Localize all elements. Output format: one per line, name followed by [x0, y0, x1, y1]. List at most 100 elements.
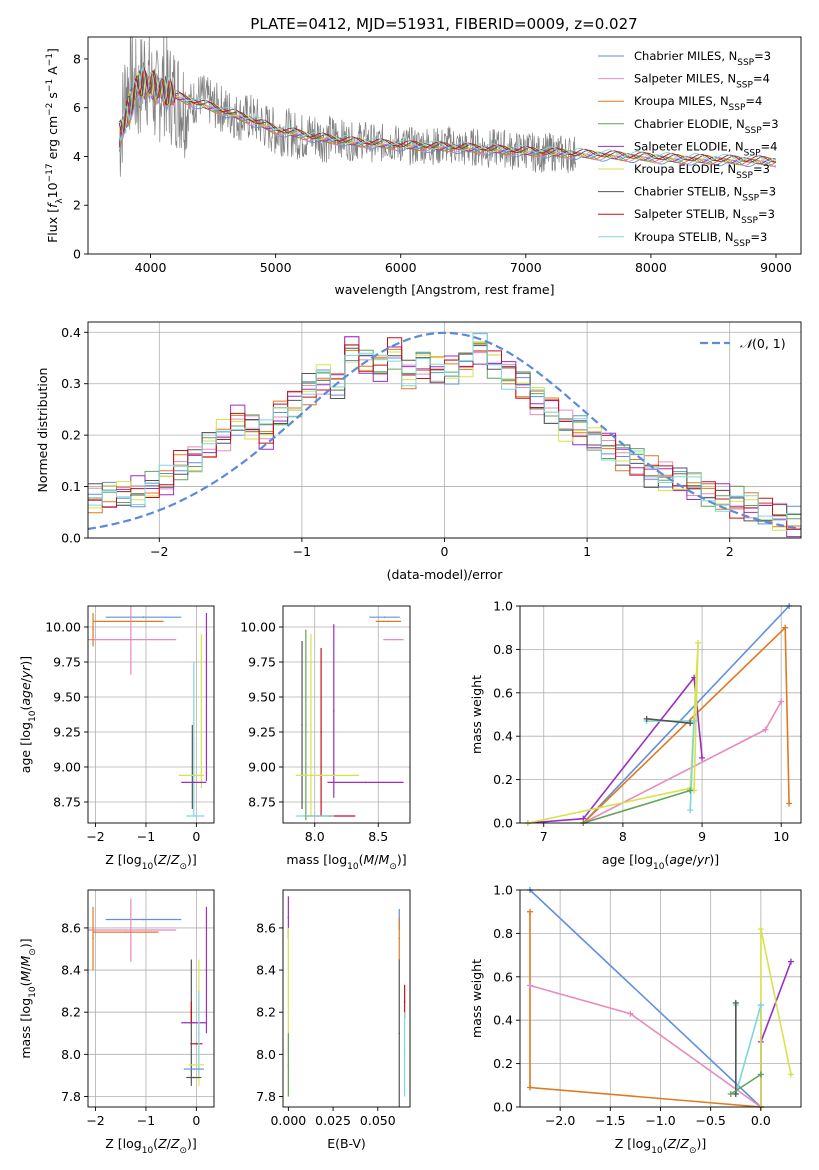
plot-frame — [87, 36, 802, 255]
data-point — [287, 1064, 290, 1066]
weight-line-0 — [582, 605, 790, 824]
axes-mass_vs_EBV: 0.000 0.025 0.050 7.8 8.0 8.2 8.4 8.6 E(B-V) — [256, 889, 411, 1151]
y-tick-label: 0.2 — [493, 772, 513, 787]
legend-label: Salpeter STELIB, NSSP=3 — [634, 207, 775, 226]
weight-marker — [787, 1071, 794, 1078]
plot-frame — [87, 889, 215, 1108]
y-tick-label: 0.8 — [493, 926, 513, 941]
x-axis-label: mass [log10(M/M⊙)] — [286, 852, 406, 872]
data-point — [142, 918, 145, 921]
x-axis-label: Z [log10(Z/Z⊙)] — [105, 852, 197, 872]
y-tick-label: 0.0 — [493, 816, 513, 831]
weight-marker — [727, 1090, 734, 1097]
data-point — [387, 620, 390, 623]
weight-marker — [757, 1071, 764, 1078]
data-point — [193, 1021, 195, 1024]
y-tick-label: 9.00 — [53, 760, 81, 775]
axes-age_vs_Z: −2 −1 0 8.75 9.00 9.25 9.50 9.75 10.00 Z [log10(Z… — [18, 605, 215, 872]
y-tick-label: 8.4 — [256, 963, 276, 978]
data-point — [195, 1042, 198, 1045]
normal-reference-curve — [88, 331, 801, 531]
x-tick-label: −1.5 — [595, 1113, 625, 1128]
x-axis-label: wavelength [Angstrom, rest frame] — [334, 282, 554, 297]
plot-frame — [87, 605, 215, 824]
y-tick-label: 8.2 — [256, 1005, 276, 1020]
weight-marker — [527, 982, 534, 989]
y-tick-label: 6 — [73, 100, 81, 115]
x-tick-label: −2 — [86, 1113, 104, 1128]
weight-marker — [757, 926, 764, 933]
legend-label: 𝒩(0, 1) — [740, 336, 786, 351]
data-point — [200, 710, 203, 712]
y-axis-label: mass [log10(M/M⊙)] — [18, 938, 38, 1058]
y-axis-label: Normed distribution — [35, 368, 50, 493]
x-tick-label: 8000 — [635, 260, 667, 275]
axes-age_vs_mass: 8.0 8.5 8.75 9.00 9.25 9.50 9.75 10.00 mass [log… — [240, 605, 411, 872]
x-axis-label: E(B-V) — [327, 1136, 366, 1151]
x-tick-label: −1 — [137, 829, 155, 844]
weight-marker — [786, 800, 793, 807]
data-point — [301, 724, 303, 726]
weight-marker — [787, 958, 794, 965]
x-axis-label: Z [log10(Z/Z⊙)] — [615, 1136, 707, 1156]
x-tick-label: 0 — [192, 1113, 200, 1128]
x-tick-label: 6000 — [385, 260, 417, 275]
x-tick-label: −2.0 — [545, 1113, 575, 1128]
y-tick-label: 9.25 — [53, 725, 81, 740]
y-tick-label: 0.2 — [61, 428, 81, 443]
weight-marker — [699, 754, 706, 761]
data-point — [205, 969, 208, 971]
legend-label: Chabrier MILES, NSSP=3 — [634, 49, 771, 68]
y-tick-label: 2 — [73, 198, 81, 213]
weight-line-3 — [527, 675, 703, 824]
x-tick-label: −2 — [150, 544, 168, 559]
weight-marker — [762, 726, 769, 733]
axes-spectrum: 4000 5000 6000 7000 8000 9000 0 2 4 6 8 wavelength … — [45, 36, 802, 297]
data-point — [130, 638, 132, 641]
y-tick-label: 0.3 — [61, 376, 81, 391]
weight-marker — [687, 806, 694, 813]
x-tick-label: 9000 — [760, 260, 792, 275]
histogram-step-6 — [88, 345, 801, 522]
x-tick-label: 0 — [441, 544, 449, 559]
weight-marker — [687, 720, 694, 727]
x-tick-label: 4000 — [135, 260, 167, 275]
y-tick-label: 0.4 — [493, 729, 513, 744]
data-point — [398, 1032, 401, 1035]
legend-label: Salpeter MILES, NSSP=4 — [634, 72, 770, 91]
x-axis-label: Z [log10(Z/Z⊙)] — [105, 1136, 197, 1156]
data-point — [364, 781, 367, 784]
x-tick-label: 7000 — [510, 260, 542, 275]
plot-frame — [282, 605, 411, 824]
data-point — [198, 1032, 200, 1035]
weight-marker — [643, 715, 650, 722]
data-point — [383, 616, 386, 618]
y-tick-label: 7.8 — [256, 1089, 276, 1104]
y-tick-label: 1.0 — [493, 599, 513, 614]
spectrum-plot-area — [118, 37, 777, 177]
y-tick-label: 0.2 — [493, 1056, 513, 1071]
data-point — [190, 1011, 193, 1013]
data-point — [403, 1000, 406, 1003]
x-tick-label: −0.5 — [695, 1113, 725, 1128]
weight-line-7 — [646, 718, 691, 724]
plot-frame — [519, 605, 802, 824]
y-tick-label: 8.6 — [61, 920, 81, 935]
y-tick-label: 8 — [73, 51, 81, 66]
weight-marker — [695, 639, 702, 646]
legend-label: Kroupa STELIB, NSSP=3 — [634, 230, 767, 249]
y-tick-label: 7.8 — [61, 1089, 81, 1104]
data-point — [205, 696, 208, 698]
data-point — [313, 815, 316, 817]
weight-marker — [627, 1010, 634, 1017]
model-line-0 — [118, 74, 777, 168]
y-axis-label: Flux [fλ10−17 erg cm−2 s−1 A−1] — [45, 48, 65, 243]
axes-weight_vs_age: 7 8 9 10 0.0 0.2 0.4 0.6 0.8 1.0 age [log10(age/yr… — [469, 599, 802, 872]
weight-line-6 — [583, 789, 691, 824]
data-point — [127, 620, 130, 623]
data-point — [194, 815, 197, 817]
model-line-7 — [118, 66, 777, 163]
x-tick-label: −1.0 — [645, 1113, 675, 1128]
data-point — [326, 774, 329, 777]
